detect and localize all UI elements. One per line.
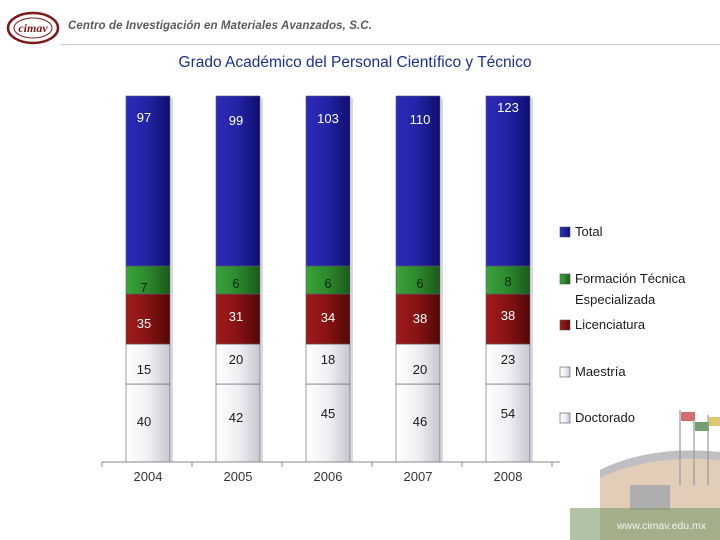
bar-formacion-tecnica-especializada-2004 (125, 265, 171, 295)
value-label-licenciatura-2004: 35 (137, 316, 151, 331)
x-tick-label-2008: 2008 (494, 469, 523, 484)
value-label-maestria-2007: 20 (413, 362, 427, 377)
bar-shadow-2007 (440, 98, 443, 462)
cimav-logo: cimav (6, 11, 60, 45)
legend-swatch-doctorado (559, 412, 571, 424)
value-label-total-2007: 110 (410, 112, 431, 127)
bar-doctorado-2008 (485, 383, 531, 463)
value-label-total-2005: 99 (229, 113, 243, 128)
value-labels-layer: 40 42 45 46 54 15 20 18 20 23 35 31 34 38 38 7 6 6 6 8 97 99 1… (137, 100, 519, 429)
bar-maestria-2007 (395, 343, 441, 385)
value-label-total-2006: 103 (317, 111, 339, 126)
bar-licenciatura-2006 (305, 293, 351, 345)
value-label-doctorado-2008: 54 (501, 406, 515, 421)
x-tick-label-2007: 2007 (404, 469, 433, 484)
bar-shadow-2006 (350, 98, 353, 462)
bar-doctorado-2006 (305, 383, 351, 463)
value-label-maestria-2008: 23 (501, 352, 515, 367)
legend-swatch-licenciatura (559, 319, 571, 331)
building-photo (570, 410, 720, 540)
value-label-formacion-tecnica-especializada-2005: 6 (232, 276, 239, 291)
bar-total-2004 (125, 95, 171, 267)
header-divider (60, 44, 720, 45)
legend-label-maestria: Maestría (575, 364, 626, 379)
legend-swatch-formacion-tecnica-especializada (559, 273, 571, 285)
chart-title: Grado Académico del Personal Científico … (178, 54, 532, 71)
bar-doctorado-2005 (215, 383, 261, 463)
value-label-licenciatura-2005: 31 (229, 309, 243, 324)
x-axis-ticks: 2004 2005 2006 2007 2008 (101, 462, 553, 484)
value-label-maestria-2004: 15 (137, 362, 151, 377)
x-tick-label-2005: 2005 (224, 469, 253, 484)
value-label-doctorado-2005: 42 (229, 410, 243, 425)
value-label-formacion-tecnica-especializada-2008: 8 (504, 274, 511, 289)
bar-total-2008 (485, 95, 531, 267)
value-label-maestria-2005: 20 (229, 352, 243, 367)
bars-layer (125, 95, 533, 463)
bar-maestria-2004 (125, 343, 171, 385)
value-label-licenciatura-2006: 34 (321, 310, 335, 325)
bar-maestria-2005 (215, 343, 261, 385)
bar-licenciatura-2008 (485, 293, 531, 345)
value-label-licenciatura-2008: 38 (501, 308, 515, 323)
value-label-doctorado-2004: 40 (137, 414, 151, 429)
bar-licenciatura-2007 (395, 293, 441, 345)
bar-formacion-tecnica-especializada-2007 (395, 265, 441, 295)
legend-swatch-total (559, 226, 571, 238)
organization-name: Centro de Investigación en Materiales Av… (68, 20, 372, 32)
legend-label-licenciatura: Licenciatura (575, 317, 646, 332)
value-label-doctorado-2007: 46 (413, 414, 427, 429)
x-tick-label-2006: 2006 (314, 469, 343, 484)
bar-maestria-2008 (485, 343, 531, 385)
value-label-formacion-tecnica-especializada-2007: 6 (416, 276, 423, 291)
legend: Total Formación Técnica Especializada Licen… (559, 224, 686, 425)
bar-total-2007 (395, 95, 441, 267)
value-label-formacion-tecnica-especializada-2006: 6 (324, 276, 331, 291)
value-label-total-2008: 123 (497, 100, 519, 115)
bar-formacion-tecnica-especializada-2005 (215, 265, 261, 295)
bar-licenciatura-2004 (125, 293, 171, 345)
footer-url: www.cimav.edu.mx (616, 520, 706, 532)
value-label-maestria-2006: 18 (321, 352, 335, 367)
value-label-licenciatura-2007: 38 (413, 311, 427, 326)
bar-maestria-2006 (305, 343, 351, 385)
bar-licenciatura-2005 (215, 293, 261, 345)
legend-swatch-maestria (559, 366, 571, 378)
bar-shadow-2005 (260, 98, 263, 462)
bar-shadow-2004 (170, 98, 173, 462)
value-label-formacion-tecnica-especializada-2004: 7 (140, 280, 147, 295)
bar-shadow-2008 (530, 98, 533, 462)
value-label-doctorado-2006: 45 (321, 406, 335, 421)
x-tick-label-2004: 2004 (134, 469, 163, 484)
legend-label-total: Total (575, 224, 603, 239)
legend-label-doctorado: Doctorado (575, 410, 635, 425)
legend-label-formacion-tecnica-especializada: Formación Técnica Especializada (575, 271, 686, 307)
bar-doctorado-2007 (395, 383, 441, 463)
header: cimav Centro de Investigación en Materia… (0, 0, 720, 52)
value-label-total-2004: 97 (137, 110, 151, 125)
logo-text: cimav (18, 21, 48, 35)
